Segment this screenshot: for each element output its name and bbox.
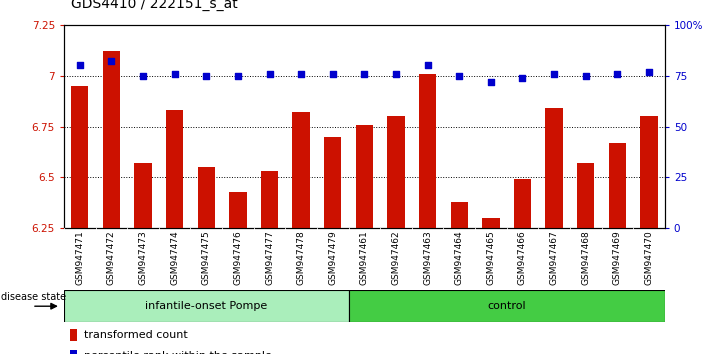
Text: GSM947476: GSM947476 [233,230,242,285]
Point [232,73,244,79]
Bar [70,350,77,354]
Point [106,59,117,64]
Text: GSM947473: GSM947473 [139,230,148,285]
Text: GSM947468: GSM947468 [581,230,590,285]
Text: disease state: disease state [1,292,66,302]
Text: GSM947472: GSM947472 [107,230,116,285]
Bar [198,167,215,228]
Point [454,73,465,79]
Text: GSM947475: GSM947475 [202,230,210,285]
Bar [261,171,278,228]
Bar [609,143,626,228]
Point [485,79,496,85]
Bar [348,290,665,322]
Point [74,63,85,68]
Bar [70,329,77,341]
Text: GSM947479: GSM947479 [328,230,337,285]
Bar [577,163,594,228]
Text: GSM947477: GSM947477 [265,230,274,285]
Text: control: control [487,301,526,311]
Text: transformed count: transformed count [85,330,188,340]
Point [517,75,528,80]
Text: GSM947462: GSM947462 [392,230,400,285]
Bar [166,110,183,228]
Bar [134,163,151,228]
Point [327,71,338,76]
Text: percentile rank within the sample: percentile rank within the sample [85,350,272,354]
Text: GSM947466: GSM947466 [518,230,527,285]
Bar [324,137,341,228]
Bar [102,51,120,228]
Text: GSM947464: GSM947464 [455,230,464,285]
Bar [71,86,88,228]
Point [137,73,149,79]
Point [296,71,307,76]
Bar [356,125,373,228]
Text: GSM947478: GSM947478 [296,230,306,285]
Text: GSM947461: GSM947461 [360,230,369,285]
Bar [229,192,247,228]
Text: infantile-onset Pompe: infantile-onset Pompe [145,301,267,311]
Point [422,63,433,68]
Bar [482,218,500,228]
Text: GSM947465: GSM947465 [486,230,496,285]
Bar [451,202,468,228]
Point [201,73,212,79]
Point [359,71,370,76]
Bar [64,290,348,322]
Text: GSM947474: GSM947474 [170,230,179,285]
Bar [641,116,658,228]
Text: GSM947469: GSM947469 [613,230,622,285]
Text: GDS4410 / 222151_s_at: GDS4410 / 222151_s_at [71,0,238,11]
Text: GSM947467: GSM947467 [550,230,559,285]
Bar [514,179,531,228]
Point [548,71,560,76]
Bar [387,116,405,228]
Point [643,69,655,74]
Point [611,71,623,76]
Point [580,73,592,79]
Point [264,71,275,76]
Point [390,71,402,76]
Bar [419,74,437,228]
Text: GSM947470: GSM947470 [644,230,653,285]
Bar [545,108,563,228]
Text: GSM947463: GSM947463 [423,230,432,285]
Text: GSM947471: GSM947471 [75,230,85,285]
Point [169,71,181,76]
Bar [292,112,310,228]
